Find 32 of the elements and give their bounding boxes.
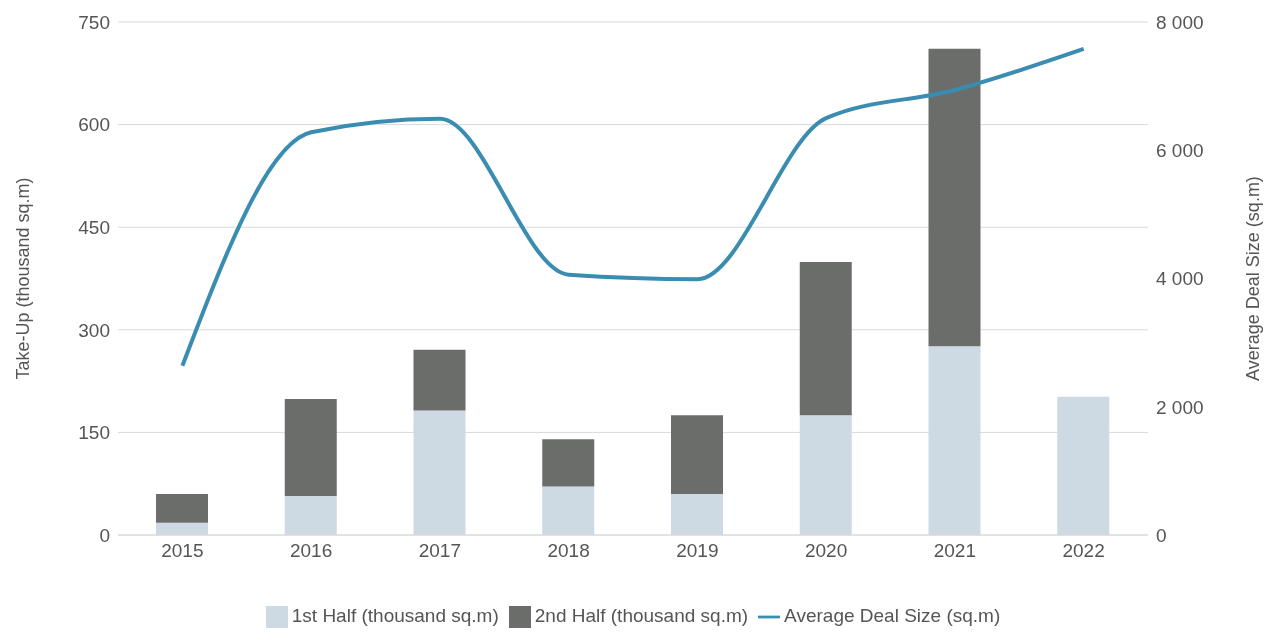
y-tick-label: 0 <box>99 524 110 546</box>
bar <box>284 398 337 497</box>
y-tick-label: 300 <box>78 319 110 341</box>
bar <box>799 262 852 416</box>
bar <box>671 415 723 494</box>
y-tick-label: 600 <box>78 114 110 136</box>
y-tick-label: 750 <box>78 11 110 33</box>
y2-tick-label: 4 000 <box>1156 268 1204 290</box>
bar <box>542 439 595 487</box>
x-tick-label: 2015 <box>161 539 204 561</box>
bar <box>928 48 981 347</box>
x-tick-label: 2017 <box>418 539 462 561</box>
x-tick-label: 2019 <box>676 539 719 561</box>
x-tick-label: 2016 <box>289 539 333 561</box>
line-series <box>180 46 1086 368</box>
x-tick-label: 2020 <box>804 539 848 561</box>
y2-tick-label: 0 <box>1156 524 1167 546</box>
legend-label: 1st Half (thousand sq.m) <box>291 605 499 627</box>
y2-tick-label: 6 000 <box>1156 140 1204 161</box>
bar <box>413 349 466 411</box>
x-tick-label: 2021 <box>933 539 977 561</box>
y-axis-title: Take-Up (thousand sq.m) <box>13 177 34 380</box>
y-tick-label: 450 <box>78 216 110 238</box>
legend-label: 2nd Half (thousand sq.m) <box>534 605 749 627</box>
x-tick-label: 2022 <box>1062 539 1105 561</box>
y2-tick-label: 8 000 <box>1156 11 1204 33</box>
x-tick-label: 2018 <box>547 539 590 561</box>
y2-tick-label: 2 000 <box>1156 396 1204 418</box>
y2-axis-title: Average Deal Size (sq.m) <box>1243 176 1264 381</box>
bar <box>156 493 208 523</box>
y-tick-label: 150 <box>78 422 110 444</box>
legend-label: Average Deal Size (sq.m) <box>784 605 1001 627</box>
